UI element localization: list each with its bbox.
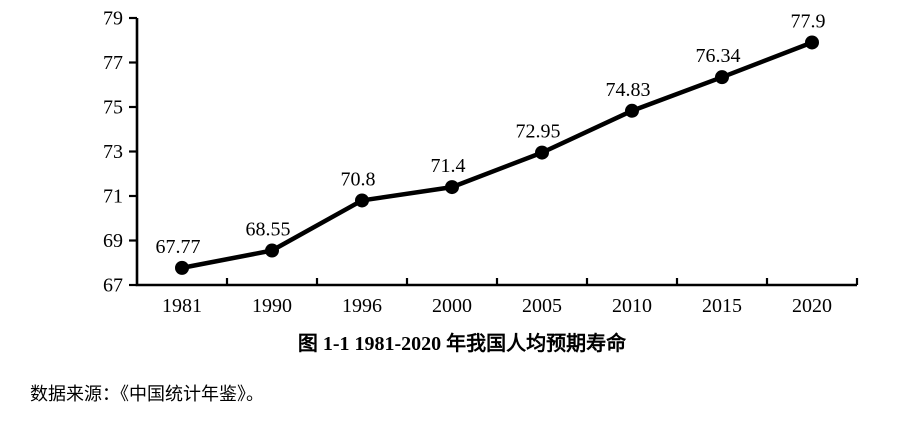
x-axis-tick-label: 1990 <box>252 295 292 317</box>
y-axis-tick-label: 73 <box>103 141 123 163</box>
x-axis-tick-label: 1981 <box>162 295 202 317</box>
data-point-label: 67.77 <box>156 236 201 258</box>
data-line <box>179 40 815 271</box>
x-axis-tick-label: 2005 <box>522 295 562 317</box>
data-point-marker <box>625 103 639 118</box>
y-axis-tick-label: 67 <box>103 275 123 297</box>
data-point-marker <box>355 193 369 208</box>
data-point-label: 71.4 <box>431 155 466 177</box>
x-axis-tick-label: 2020 <box>792 295 832 317</box>
y-axis-tick-label: 79 <box>103 8 123 30</box>
data-point-label: 76.34 <box>696 45 741 67</box>
data-point-label: 68.55 <box>246 219 291 241</box>
chart-caption: 图 1-1 1981-2020 年我国人均预期寿命 <box>297 333 627 355</box>
data-point-marker <box>805 35 819 50</box>
line-chart-canvas: 67 69 71 73 75 77 79 1981 1990 1996 2000 2005 2010 20… <box>103 8 859 317</box>
x-axis-tick-label: 2000 <box>432 295 472 317</box>
axis-frame <box>135 18 857 287</box>
x-axis-tick-label: 2010 <box>612 295 652 317</box>
y-axis-tick-label: 69 <box>103 230 123 252</box>
data-point-marker <box>175 260 189 275</box>
data-point-label: 72.95 <box>516 121 561 143</box>
data-point-label: 74.83 <box>606 79 651 101</box>
data-point-label: 77.9 <box>791 10 826 32</box>
data-source-note: 数据来源：《中国统计年鉴》。 <box>30 384 264 404</box>
data-point-marker <box>715 70 729 85</box>
data-point-marker <box>265 243 279 258</box>
data-point-marker <box>535 145 549 160</box>
y-axis-tick-label: 75 <box>103 97 123 119</box>
data-point-label: 70.8 <box>341 168 376 190</box>
x-axis-tick-label: 1996 <box>342 295 382 317</box>
y-axis-tick-label: 71 <box>103 186 123 208</box>
x-axis-tick-label: 2015 <box>702 295 742 317</box>
y-axis-tick-label: 77 <box>103 52 123 74</box>
data-point-marker <box>445 180 459 195</box>
